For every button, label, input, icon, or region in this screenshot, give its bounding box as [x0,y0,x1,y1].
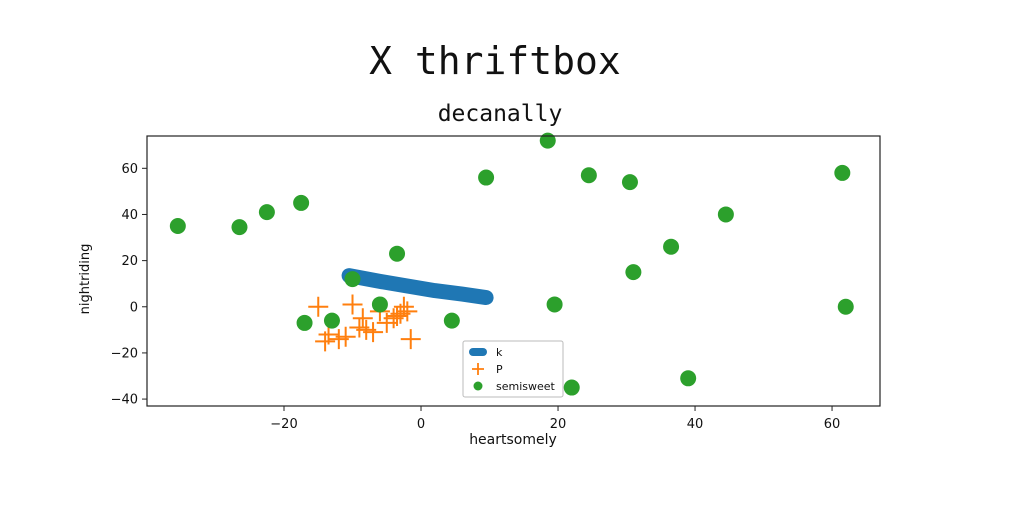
data-point [443,312,460,329]
data-point [539,132,556,149]
data-point [293,194,310,211]
data-point [563,379,580,396]
data-point [680,370,697,387]
data-point [397,301,418,322]
series-k [341,268,494,306]
y-tick-label: −40 [111,393,138,408]
series-line [341,268,494,306]
data-point [400,329,421,350]
x-tick-label: 40 [687,417,704,432]
data-point [258,204,275,221]
data-point [308,296,329,317]
data-point [393,296,414,317]
data-point [231,219,248,236]
legend-entry-label: P [496,363,503,376]
x-tick-label: 60 [824,417,841,432]
data-point [546,296,563,313]
data-point [580,167,597,184]
data-point [342,294,363,315]
series-semisweet [169,132,854,396]
series-p [308,294,421,352]
legend-entry-label: semisweet [496,380,556,393]
legend-frame [462,340,564,398]
plot-area [169,132,854,396]
data-point [717,206,734,223]
x-tick-label: −20 [270,417,297,432]
figure-suptitle: X thriftbox [369,39,621,83]
data-point [837,298,854,315]
plot-frame [146,135,881,407]
data-point [352,308,373,329]
data-point [169,218,186,234]
x-tick-label: 0 [417,417,425,432]
y-tick-label: 60 [121,162,138,177]
data-point [371,296,388,313]
legend-swatch [473,381,483,391]
data-point [344,271,361,288]
data-point [621,174,638,191]
data-point [389,245,406,262]
y-axis: −40 −20 0 20 40 60 [111,162,147,408]
legend-swatch [472,363,484,375]
data-point [625,264,642,281]
y-tick-label: −20 [111,346,138,361]
data-point [834,164,851,181]
x-axis-label: heartsomely [469,432,557,448]
y-axis-label: nightriding [78,244,93,315]
x-axis: −20 0 20 40 60 [270,406,840,432]
data-point [478,169,495,186]
x-tick-label: 20 [550,417,567,432]
y-tick-label: 40 [121,208,138,223]
data-point [363,322,384,343]
legend-entry-label: k [496,346,503,359]
data-point [663,238,680,255]
y-tick-label: 20 [121,254,138,269]
data-point [323,312,340,329]
data-point [296,314,313,331]
chart-title: decanally [438,101,563,127]
data-point [335,326,356,347]
y-tick-label: 0 [130,300,138,315]
